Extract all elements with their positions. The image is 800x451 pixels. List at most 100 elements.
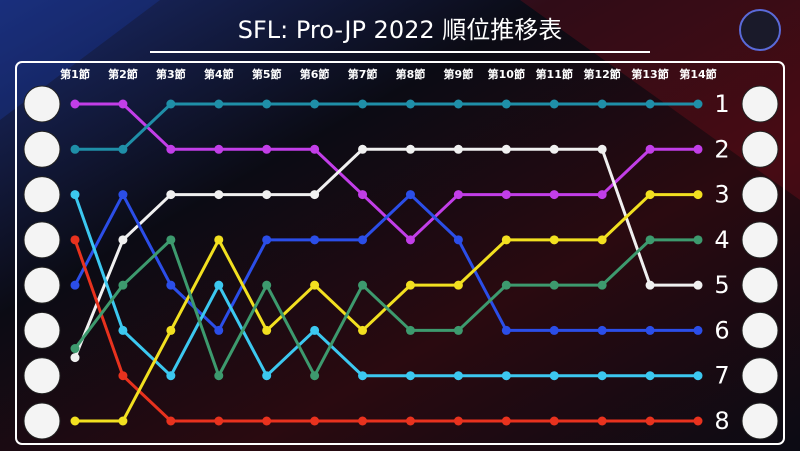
rank-point bbox=[70, 99, 80, 109]
team-logo bbox=[741, 357, 779, 395]
rank-point bbox=[70, 144, 80, 154]
x-tick-label: 第2節 bbox=[108, 67, 138, 81]
x-tick-label: 第9節 bbox=[444, 67, 474, 81]
event-logo bbox=[739, 9, 781, 51]
rank-point bbox=[262, 99, 272, 109]
rank-point bbox=[358, 325, 368, 335]
rank-point bbox=[262, 280, 272, 290]
rank-point bbox=[166, 190, 176, 200]
rank-point bbox=[501, 416, 511, 426]
rank-point bbox=[166, 280, 176, 290]
x-tick-label: 第3節 bbox=[156, 67, 186, 81]
team-logo bbox=[23, 311, 61, 349]
rank-point bbox=[405, 99, 415, 109]
rank-point bbox=[645, 99, 655, 109]
rank-point bbox=[214, 99, 224, 109]
rank-point bbox=[549, 280, 559, 290]
rank-point bbox=[166, 144, 176, 154]
rank-point bbox=[693, 371, 703, 381]
rank-point bbox=[645, 416, 655, 426]
rank-point bbox=[645, 280, 655, 290]
rank-point bbox=[549, 190, 559, 200]
rank-point bbox=[310, 416, 320, 426]
rank-point bbox=[118, 99, 128, 109]
y-tick-label: 8 bbox=[714, 407, 729, 435]
team-logo bbox=[741, 402, 779, 440]
team-logo bbox=[741, 176, 779, 214]
rank-point bbox=[693, 325, 703, 335]
rank-point bbox=[214, 280, 224, 290]
rank-point bbox=[214, 416, 224, 426]
rank-line bbox=[73, 237, 698, 380]
x-tick-label: 第14節 bbox=[679, 67, 716, 81]
rank-point bbox=[70, 416, 80, 426]
rank-point bbox=[70, 344, 80, 354]
rank-point bbox=[310, 235, 320, 245]
rank-point bbox=[645, 371, 655, 381]
rank-point bbox=[501, 144, 511, 154]
rank-point bbox=[501, 325, 511, 335]
rank-point bbox=[693, 416, 703, 426]
x-tick-label: 第6節 bbox=[300, 67, 330, 81]
rank-point bbox=[118, 190, 128, 200]
rank-point bbox=[453, 325, 463, 335]
rank-point bbox=[70, 280, 80, 290]
chart-title: SFL: Pro-JP 2022 順位推移表 bbox=[238, 16, 563, 44]
rank-point bbox=[310, 99, 320, 109]
rank-point bbox=[597, 371, 607, 381]
rank-point bbox=[501, 99, 511, 109]
y-tick-label: 4 bbox=[714, 226, 729, 254]
rank-line bbox=[73, 191, 698, 333]
rank-line bbox=[73, 239, 698, 423]
rank-point bbox=[358, 99, 368, 109]
rank-point bbox=[693, 235, 703, 245]
rank-point bbox=[693, 144, 703, 154]
x-tick-label: 第5節 bbox=[252, 67, 282, 81]
rank-point bbox=[549, 144, 559, 154]
rank-point bbox=[453, 190, 463, 200]
x-tick-label: 第10節 bbox=[488, 67, 525, 81]
rank-point bbox=[405, 235, 415, 245]
y-tick-label: 1 bbox=[714, 90, 729, 118]
rank-line bbox=[73, 194, 698, 379]
team-logo bbox=[23, 130, 61, 168]
rank-point bbox=[166, 235, 176, 245]
team-logo bbox=[23, 221, 61, 259]
rank-point bbox=[358, 416, 368, 426]
rank-point bbox=[358, 235, 368, 245]
team-logo bbox=[741, 221, 779, 259]
rank-point bbox=[645, 325, 655, 335]
x-tick-label: 第4節 bbox=[204, 67, 234, 81]
rank-point bbox=[597, 325, 607, 335]
rank-point bbox=[645, 235, 655, 245]
rank-point bbox=[693, 190, 703, 200]
rank-point bbox=[358, 280, 368, 290]
deco bbox=[520, 0, 800, 200]
rank-point bbox=[166, 325, 176, 335]
rank-point bbox=[166, 371, 176, 381]
rank-point bbox=[549, 325, 559, 335]
rank-line bbox=[73, 147, 698, 359]
rank-point bbox=[597, 190, 607, 200]
rank-point bbox=[501, 371, 511, 381]
team-logo bbox=[23, 402, 61, 440]
y-tick-label: 2 bbox=[714, 135, 729, 163]
rank-point bbox=[358, 144, 368, 154]
rank-point bbox=[214, 144, 224, 154]
rank-point bbox=[310, 280, 320, 290]
rank-point bbox=[70, 353, 80, 363]
x-tick-label: 第13節 bbox=[631, 67, 668, 81]
team-logos bbox=[23, 85, 779, 440]
team-logo bbox=[741, 266, 779, 304]
rank-point bbox=[262, 325, 272, 335]
rank-point bbox=[549, 235, 559, 245]
rank-point bbox=[405, 190, 415, 200]
rank-point bbox=[453, 235, 463, 245]
rank-point bbox=[166, 416, 176, 426]
rank-point bbox=[453, 280, 463, 290]
x-tick-label: 第12節 bbox=[583, 67, 620, 81]
rank-point bbox=[118, 280, 128, 290]
y-tick-label: 5 bbox=[714, 271, 729, 299]
